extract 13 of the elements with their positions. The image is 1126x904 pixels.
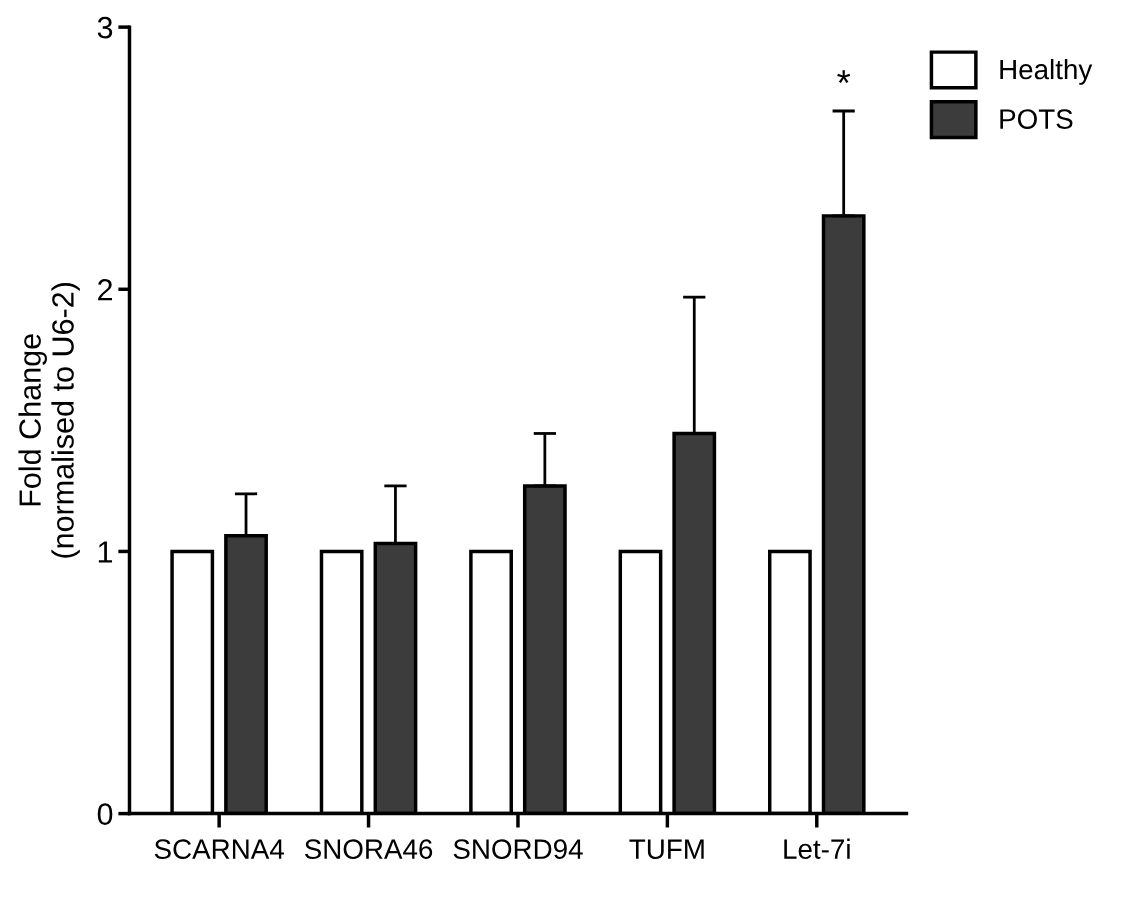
x-tick-label: Let-7i bbox=[784, 838, 850, 859]
y-axis-title: Fold Change (normalised to U6-2) bbox=[18, 283, 80, 558]
annotation: * bbox=[837, 70, 851, 84]
x-tick-label: SNORD94 bbox=[453, 839, 583, 859]
x-tick-label: TUFM bbox=[629, 839, 704, 859]
x-tick-label: SNORA46 bbox=[304, 839, 433, 859]
legend-label: Healthy bbox=[1000, 58, 1093, 85]
y-tick-label: 2 bbox=[98, 279, 112, 301]
legend-label: POTS bbox=[1000, 109, 1073, 129]
y-tick-label: 1 bbox=[98, 541, 113, 563]
x-tick-label: SCARNA4 bbox=[154, 839, 284, 859]
y-tick-label: 0 bbox=[97, 803, 113, 825]
y-tick-label: 3 bbox=[97, 16, 113, 39]
